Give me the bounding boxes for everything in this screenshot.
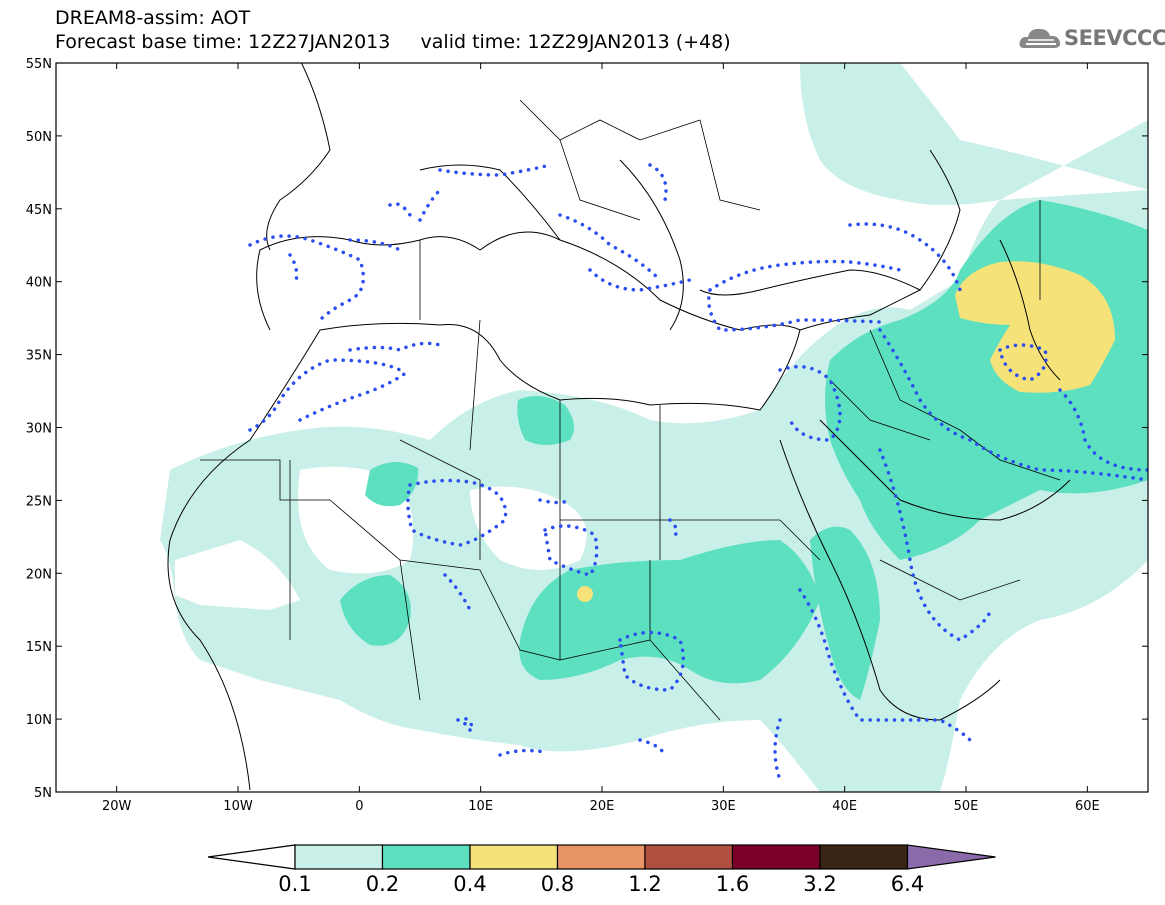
lat-label: 5N xyxy=(34,786,52,801)
colorbar-high-arrow xyxy=(906,844,996,870)
colorbar-label: 1.6 xyxy=(716,872,749,896)
colorbar-label: 0.1 xyxy=(278,872,311,896)
seevccc-logo: SEEVCCC xyxy=(1018,22,1165,56)
coastlines xyxy=(167,63,1071,791)
aot-region-high-chad xyxy=(577,586,593,602)
colorbar-low-arrow xyxy=(207,844,296,870)
lon-label: 30E xyxy=(711,799,736,814)
lon-label: 20W xyxy=(102,799,132,814)
dotted-contours xyxy=(248,163,1148,782)
lat-label: 55N xyxy=(26,57,52,72)
aot-region-low-north xyxy=(800,63,1148,205)
lat-label: 40N xyxy=(26,276,52,291)
lon-label: 50E xyxy=(954,799,979,814)
lon-label: 10E xyxy=(468,799,493,814)
colorbar-box xyxy=(644,844,734,870)
lat-label: 30N xyxy=(26,422,52,437)
colorbar-label: 0.8 xyxy=(541,872,574,896)
lat-label: 50N xyxy=(26,130,52,145)
lat-label: 20N xyxy=(26,567,52,582)
lat-label: 15N xyxy=(26,640,52,655)
country-borders xyxy=(200,99,1061,721)
colorbar-box xyxy=(381,844,471,870)
colorbar-box xyxy=(731,844,821,870)
map-subtitle-times: Forecast base time: 12Z27JAN2013 valid t… xyxy=(55,31,731,53)
map-title: DREAM8-assim: AOT xyxy=(55,7,251,29)
colorbar-label: 6.4 xyxy=(891,872,924,896)
lon-label: 40E xyxy=(832,799,857,814)
lon-label: 20E xyxy=(590,799,615,814)
colorbar-label: 3.2 xyxy=(803,872,836,896)
logo-text: SEEVCCC xyxy=(1064,26,1165,50)
latitude-labels: 55N 50N 45N 40N 35N 30N 25N 20N 15N 10N 5N xyxy=(26,57,52,801)
lat-label: 25N xyxy=(26,494,52,509)
colorbar-label: 0.2 xyxy=(366,872,399,896)
colorbar-label: 1.2 xyxy=(628,872,661,896)
lat-label: 35N xyxy=(26,349,52,364)
aot-region-high-caspian xyxy=(955,261,1115,393)
aot-gap-central xyxy=(470,486,587,570)
lon-label: 60E xyxy=(1075,799,1100,814)
aot-region-mid-algeria xyxy=(365,461,419,507)
colorbar-box xyxy=(819,844,909,870)
colorbar-box xyxy=(556,844,646,870)
colorbar-box xyxy=(469,844,559,870)
lon-label: 0 xyxy=(355,799,363,814)
lat-label: 45N xyxy=(26,203,52,218)
aot-region-mid-redsea xyxy=(810,526,880,700)
lon-label: 10W xyxy=(223,799,253,814)
lat-label: 10N xyxy=(26,713,52,728)
aot-fields xyxy=(160,63,1148,792)
longitude-labels: 20W 10W 0 10E 20E 30E 40E 50E 60E xyxy=(102,799,1100,814)
aot-region-mid-west xyxy=(340,575,411,646)
aot-region-mid-south xyxy=(519,540,820,684)
axis-ticks xyxy=(56,62,1148,793)
colorbar-label: 0.4 xyxy=(453,872,486,896)
colorbar-box xyxy=(294,844,384,870)
aot-gap-west xyxy=(175,540,300,610)
cloud-logo-icon xyxy=(1019,28,1061,48)
